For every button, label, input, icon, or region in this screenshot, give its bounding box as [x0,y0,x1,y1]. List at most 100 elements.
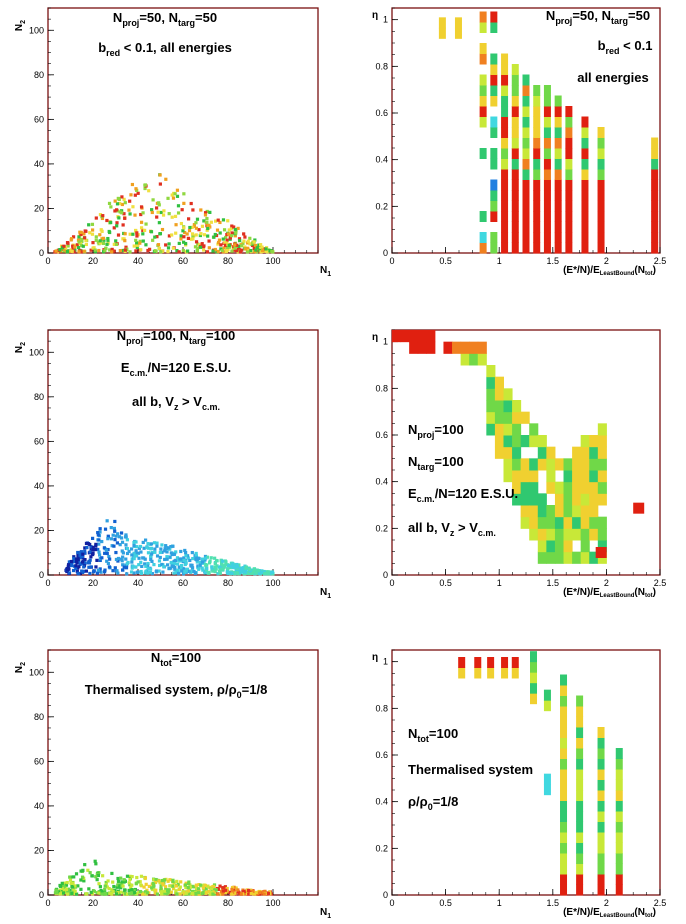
scatter-point [139,220,144,224]
scatter-point [174,884,178,888]
heatmap-cell [522,169,530,180]
scatter-point [109,526,113,530]
scatter-point [96,533,100,537]
heatmap-cell [576,748,584,759]
heatmap-cell [520,505,530,518]
scatter-point [240,248,244,252]
heatmap-cell [554,516,565,529]
scatter-point [205,209,209,214]
scatter-point [172,552,176,556]
scatter-point [170,233,174,237]
heatmap-cell [501,221,509,233]
scatter-point [134,238,138,242]
scatter-point [209,220,213,224]
scatter-point [138,889,143,894]
scatter-point [213,247,217,252]
scatter-point [247,892,251,896]
scatter-point [103,248,107,253]
heatmap-cell [565,137,573,149]
scatter-point [193,245,198,249]
scatter-point [67,567,71,571]
heatmap-cell [597,493,607,506]
scatter-point [139,569,143,574]
heatmap-cell [511,190,519,201]
heatmap-cell [651,221,659,233]
heatmap-cell [580,446,590,459]
heatmap-cell [501,85,509,96]
scatter-point [180,569,184,573]
scatter-point [100,229,104,233]
heatmap-cell [494,423,504,436]
heatmap-cell [479,242,487,254]
heatmap-cell [409,341,419,354]
scatter-point [128,877,132,882]
scatter-point [123,879,127,883]
panel-right-1: 0 0.5 1 1.5 2 2.500.20.40.60.81η(E*/N)/ELeast… [372,7,666,277]
heatmap-cell [563,528,573,541]
heatmap-cell [512,446,522,459]
scatter-point [82,565,86,569]
scatter-point [58,247,62,252]
heatmap-cell [554,106,562,117]
scatter-point [103,891,107,895]
scatter-point [120,549,124,553]
scatter-point [125,572,129,576]
scatter-point [270,570,275,574]
scatter-point [154,569,159,573]
scatter-point [226,219,230,223]
scatter-point [72,556,76,561]
heatmap-cell [597,737,605,749]
scatter-point [76,557,80,561]
scatter-point [231,563,235,567]
scatter-point [79,555,83,560]
heatmap-cell [543,200,551,212]
scatter-point [168,878,172,882]
x-tick-label: 60 [178,578,188,588]
scatter-point [242,232,246,236]
heatmap-cell [597,821,605,833]
scatter-point [146,551,151,555]
heatmap-cell [522,148,530,159]
scatter-point [83,551,87,555]
heatmap-cell [581,242,589,254]
x-tick-label: 100 [265,898,280,908]
scatter-point [155,215,159,219]
scatter-point [130,883,134,887]
heatmap-cell [576,832,584,843]
heatmap-cell [503,435,513,448]
scatter-point [123,216,127,220]
heatmap-cell [511,242,519,254]
y-axis-label: N2 [14,342,27,353]
heatmap-cell [529,505,539,518]
heatmap-cell [597,137,605,149]
heatmap-cell [486,376,496,389]
scatter-point [62,244,66,248]
heatmap-cell [576,737,584,749]
scatter-point [132,540,136,545]
scatter-point [146,542,150,546]
heatmap-cell [443,341,453,354]
scatter-point [157,569,161,573]
scatter-point [138,880,142,884]
annotation: Ntarg=100 [408,454,464,472]
heatmap-cell [503,470,513,483]
y-tick-label: 0.8 [375,383,388,393]
scatter-point [66,887,70,891]
scatter-point [175,562,180,566]
scatter-point [147,884,151,889]
scatter-point [73,889,77,893]
scatter-point [233,243,237,247]
scatter-point [113,199,117,203]
scatter-point [208,210,212,214]
heatmap-cell [512,400,522,413]
heatmap-cell [580,435,590,448]
scatter-point [149,557,153,562]
panel-left-2: 0 20 40 60 80 100 0 20 40 60 80 100 N1 N2 Nproj=100, N… [14,328,331,600]
scatter-point [100,556,104,560]
scatter-point [123,248,127,252]
scatter-point [152,882,156,886]
heatmap-cell [572,528,582,541]
heatmap-cell [597,148,605,159]
scatter-point [221,892,225,896]
scatter-point [124,543,128,547]
